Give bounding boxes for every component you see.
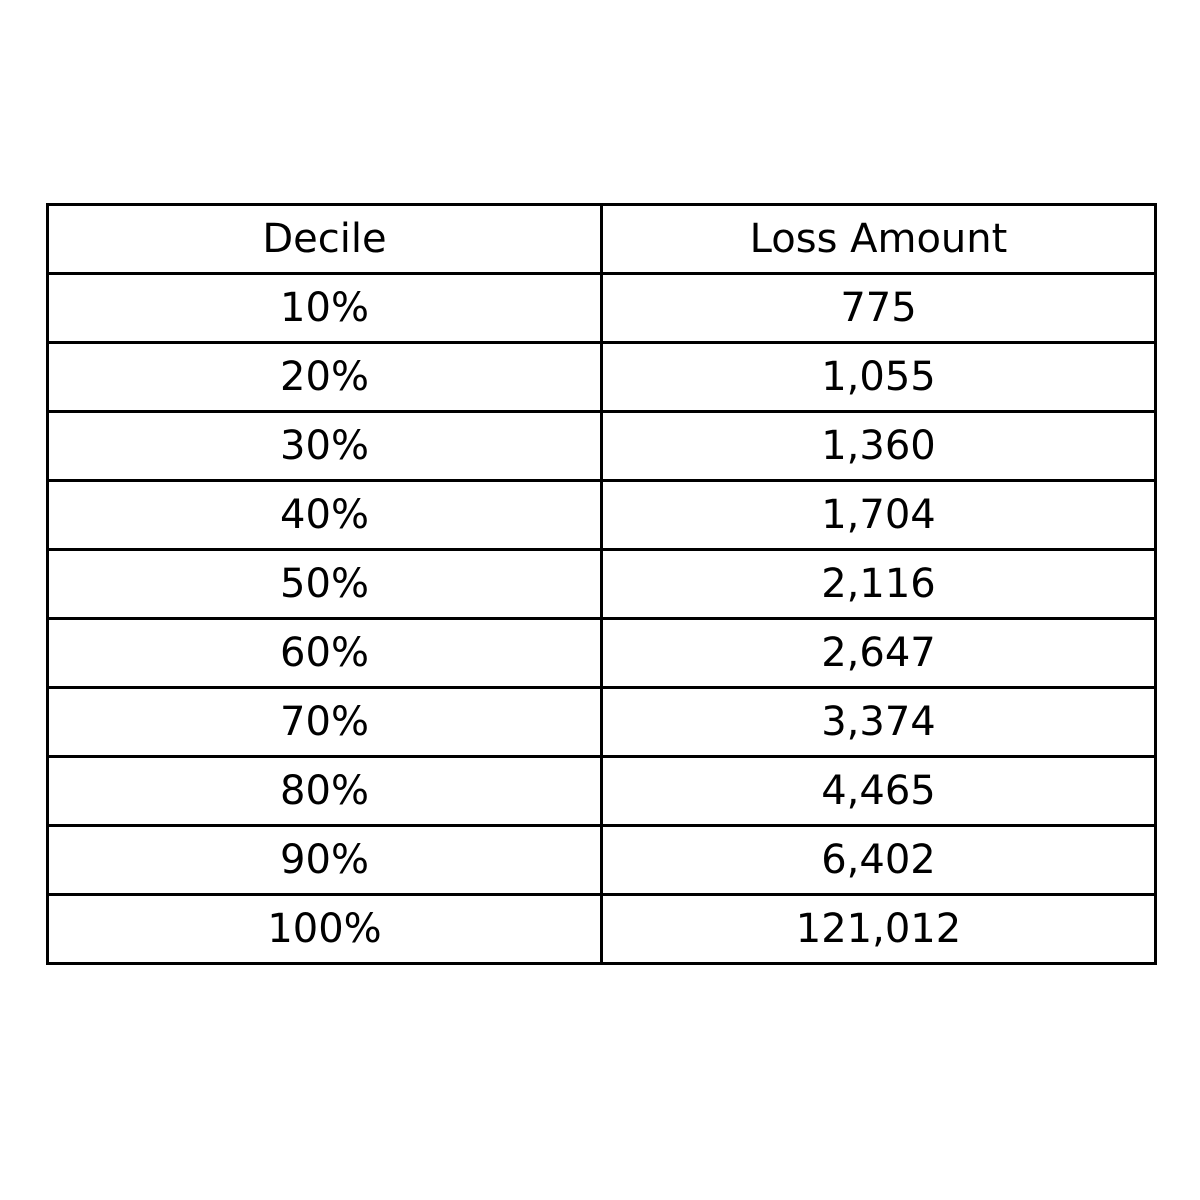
loss-amount-cell: 2,116 bbox=[600, 548, 1157, 620]
loss-amount-cell: 2,647 bbox=[600, 617, 1157, 689]
loss-amount-cell: 6,402 bbox=[600, 824, 1157, 896]
table-row: 90% 6,402 bbox=[46, 824, 1157, 896]
loss-amount-cell: 1,360 bbox=[600, 410, 1157, 482]
header-decile: Decile bbox=[46, 203, 603, 275]
loss-amount-cell: 121,012 bbox=[600, 893, 1157, 965]
decile-cell: 90% bbox=[46, 824, 603, 896]
table-row: 100% 121,012 bbox=[46, 893, 1157, 965]
table-row: 40% 1,704 bbox=[46, 479, 1157, 551]
header-loss-amount: Loss Amount bbox=[600, 203, 1157, 275]
loss-amount-cell: 4,465 bbox=[600, 755, 1157, 827]
table-body: 10% 775 20% 1,055 30% 1,360 40% 1,704 50… bbox=[46, 272, 1157, 965]
decile-cell: 60% bbox=[46, 617, 603, 689]
table-row: 10% 775 bbox=[46, 272, 1157, 344]
decile-loss-table: Decile Loss Amount 10% 775 20% 1,055 30%… bbox=[46, 203, 1157, 965]
decile-cell: 100% bbox=[46, 893, 603, 965]
header-row: Decile Loss Amount bbox=[46, 203, 1157, 275]
loss-amount-cell: 775 bbox=[600, 272, 1157, 344]
table-row: 80% 4,465 bbox=[46, 755, 1157, 827]
table-row: 20% 1,055 bbox=[46, 341, 1157, 413]
loss-amount-cell: 1,055 bbox=[600, 341, 1157, 413]
decile-cell: 50% bbox=[46, 548, 603, 620]
table-row: 30% 1,360 bbox=[46, 410, 1157, 482]
table-row: 70% 3,374 bbox=[46, 686, 1157, 758]
decile-cell: 10% bbox=[46, 272, 603, 344]
loss-amount-cell: 3,374 bbox=[600, 686, 1157, 758]
loss-amount-cell: 1,704 bbox=[600, 479, 1157, 551]
table-header: Decile Loss Amount bbox=[46, 203, 1157, 275]
decile-loss-table-container: Decile Loss Amount 10% 775 20% 1,055 30%… bbox=[46, 203, 1157, 965]
decile-cell: 70% bbox=[46, 686, 603, 758]
decile-cell: 80% bbox=[46, 755, 603, 827]
decile-cell: 40% bbox=[46, 479, 603, 551]
table-row: 50% 2,116 bbox=[46, 548, 1157, 620]
table-row: 60% 2,647 bbox=[46, 617, 1157, 689]
decile-cell: 30% bbox=[46, 410, 603, 482]
decile-cell: 20% bbox=[46, 341, 603, 413]
